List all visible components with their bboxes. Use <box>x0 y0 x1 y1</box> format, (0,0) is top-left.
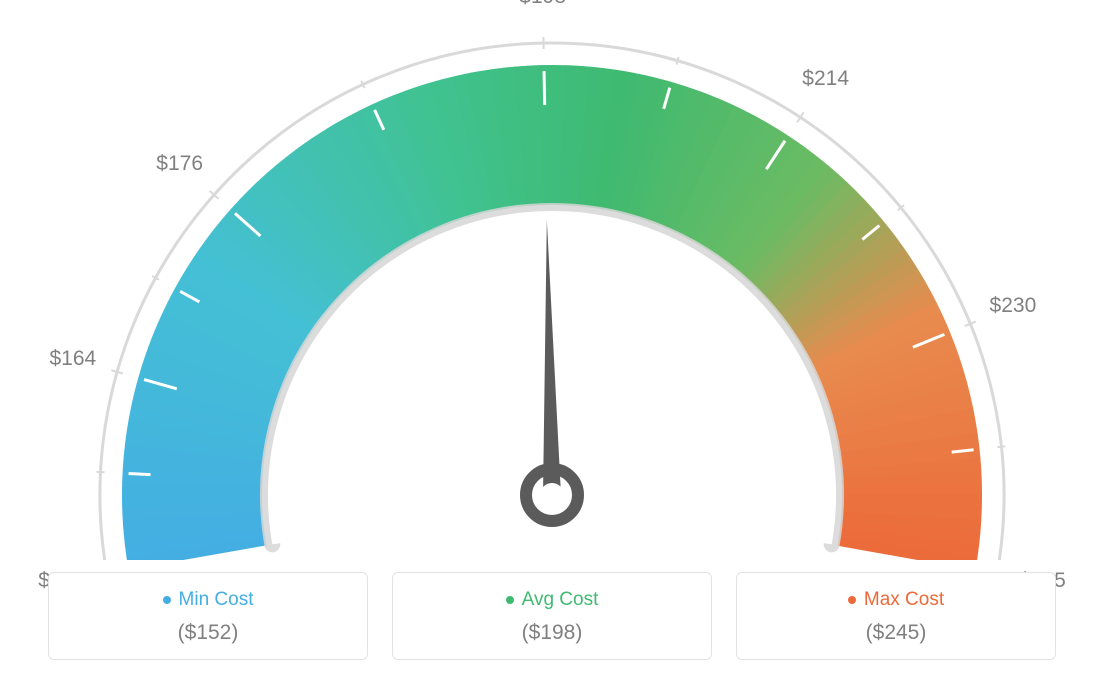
legend-dot-avg <box>506 596 514 604</box>
legend-card-max: Max Cost ($245) <box>736 572 1056 660</box>
legend-value-avg: ($198) <box>403 621 701 645</box>
gauge-svg <box>0 0 1104 560</box>
legend-card-min: Min Cost ($152) <box>48 572 368 660</box>
legend-title-row: Max Cost <box>747 589 1045 611</box>
tick-label: $214 <box>802 67 849 91</box>
tick-label: $230 <box>990 294 1037 318</box>
legend-value-min: ($152) <box>59 621 357 645</box>
legend-title-avg: Avg Cost <box>522 589 599 611</box>
legend-title-row: Min Cost <box>59 589 357 611</box>
legend-title-row: Avg Cost <box>403 589 701 611</box>
legend-card-avg: Avg Cost ($198) <box>392 572 712 660</box>
gauge-area: $152$164$176$198$214$230$245 <box>0 0 1104 560</box>
tick-label: $164 <box>49 347 96 371</box>
legend-title-max: Max Cost <box>864 589 944 611</box>
legend-dot-max <box>848 596 856 604</box>
chart-container: $152$164$176$198$214$230$245 Min Cost ($… <box>0 0 1104 690</box>
tick-label: $176 <box>156 152 203 176</box>
legend-value-max: ($245) <box>747 621 1045 645</box>
legend-dot-min <box>163 596 171 604</box>
legend-row: Min Cost ($152) Avg Cost ($198) Max Cost… <box>48 572 1056 660</box>
legend-title-min: Min Cost <box>179 589 254 611</box>
tick-label: $198 <box>519 0 566 9</box>
